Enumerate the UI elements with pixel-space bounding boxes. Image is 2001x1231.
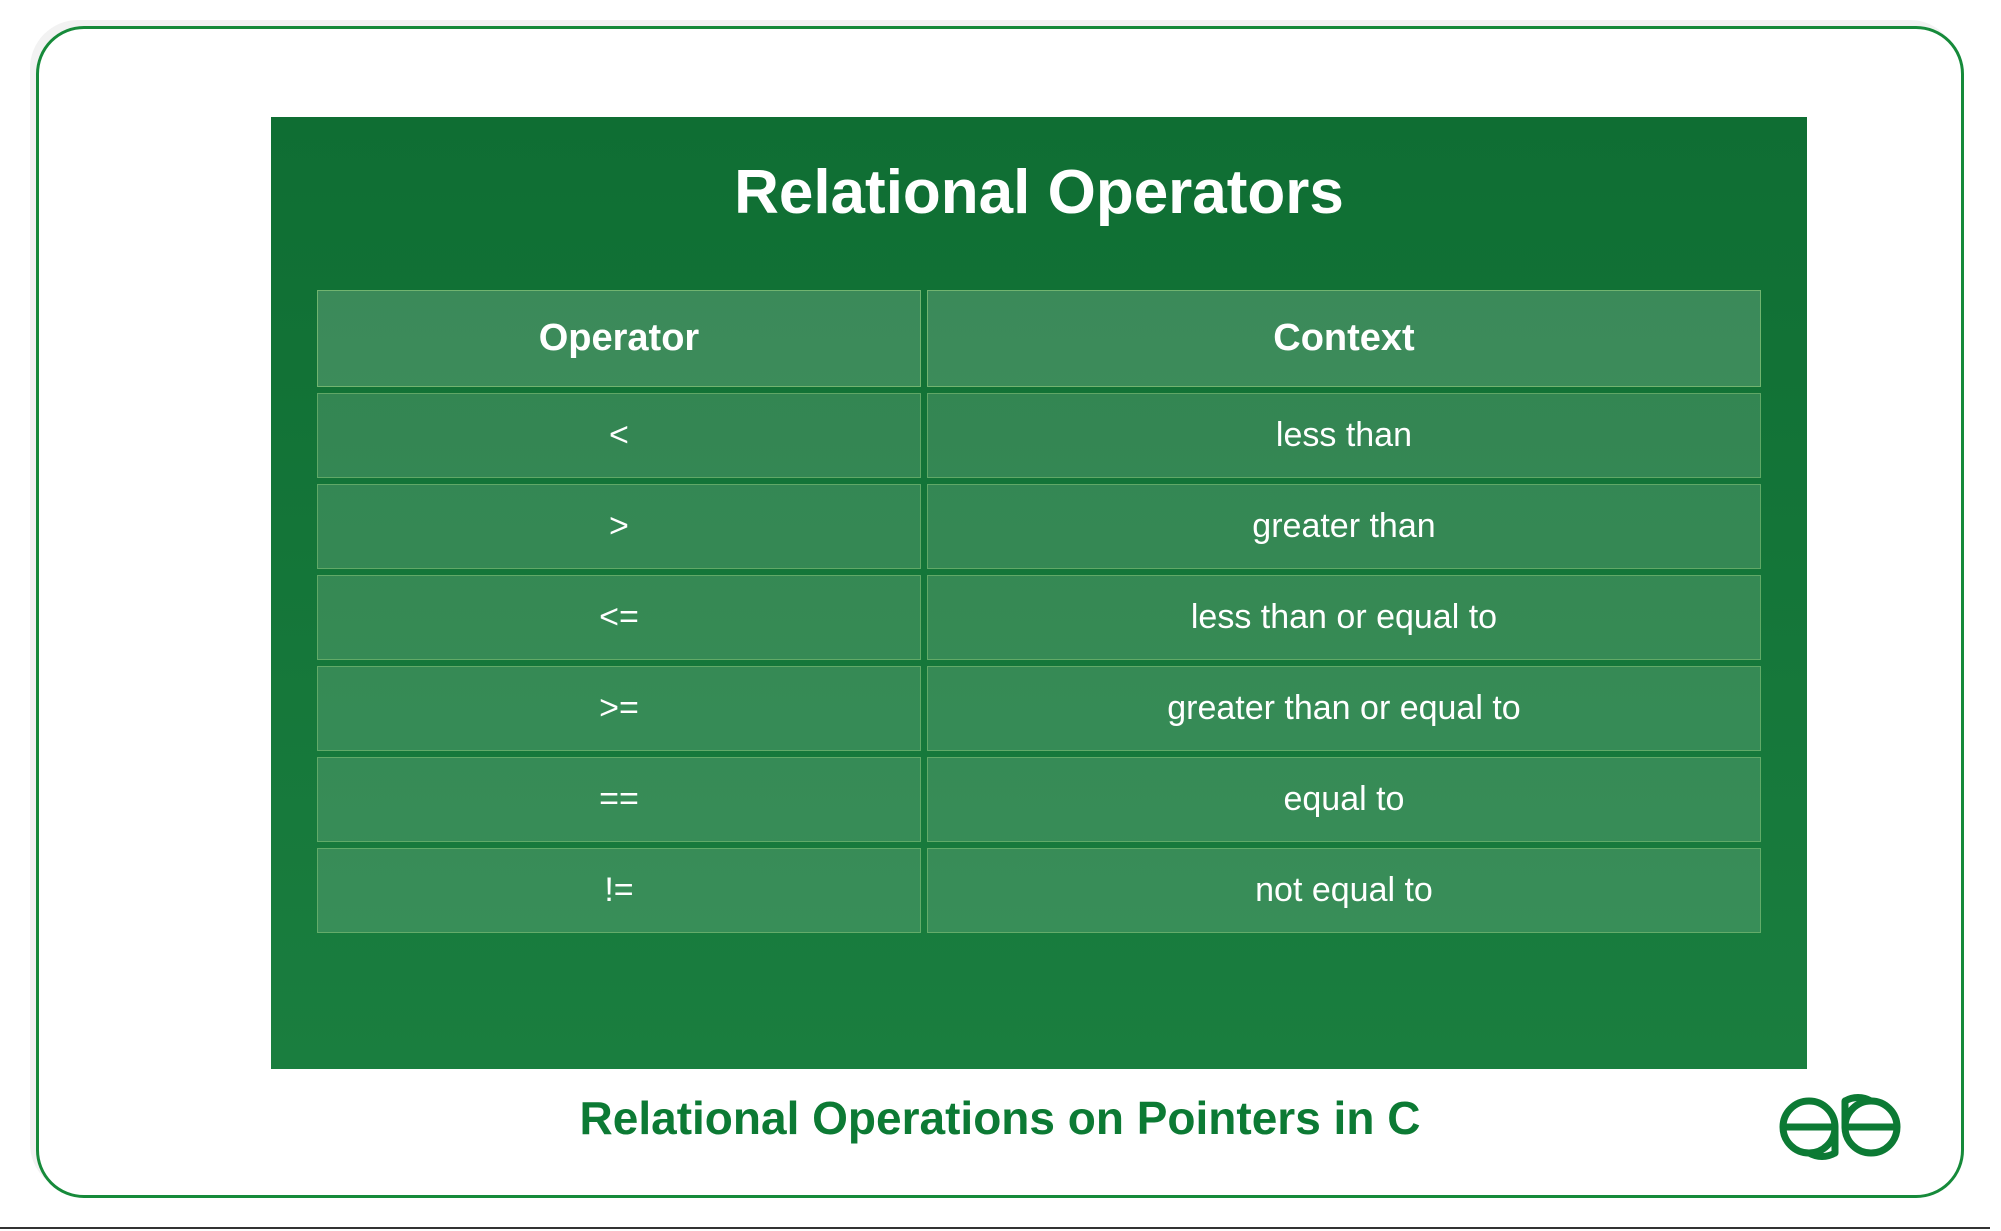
- context-cell: greater than: [927, 484, 1761, 569]
- col-header-operator: Operator: [317, 290, 921, 387]
- table-row: != not equal to: [317, 848, 1761, 933]
- operator-cell: !=: [317, 848, 921, 933]
- geeksforgeeks-logo-icon: [1775, 1087, 1905, 1167]
- context-cell: less than: [927, 393, 1761, 478]
- outer-frame: Relational Operators Operator Context < …: [36, 26, 1964, 1198]
- table-row: == equal to: [317, 757, 1761, 842]
- bottom-rule: [0, 1227, 1990, 1229]
- context-cell: equal to: [927, 757, 1761, 842]
- context-cell: less than or equal to: [927, 575, 1761, 660]
- table-header-row: Operator Context: [317, 290, 1761, 387]
- operator-cell: <=: [317, 575, 921, 660]
- table-row: > greater than: [317, 484, 1761, 569]
- table-row: >= greater than or equal to: [317, 666, 1761, 751]
- table-row: < less than: [317, 393, 1761, 478]
- context-cell: greater than or equal to: [927, 666, 1761, 751]
- operator-cell: >=: [317, 666, 921, 751]
- caption: Relational Operations on Pointers in C: [39, 1091, 1961, 1145]
- col-header-context: Context: [927, 290, 1761, 387]
- panel-title: Relational Operators: [271, 157, 1807, 228]
- context-cell: not equal to: [927, 848, 1761, 933]
- operators-table: Operator Context < less than > greater t…: [311, 284, 1767, 939]
- operator-cell: <: [317, 393, 921, 478]
- table-row: <= less than or equal to: [317, 575, 1761, 660]
- operator-cell: ==: [317, 757, 921, 842]
- operator-cell: >: [317, 484, 921, 569]
- content-panel: Relational Operators Operator Context < …: [271, 117, 1807, 1069]
